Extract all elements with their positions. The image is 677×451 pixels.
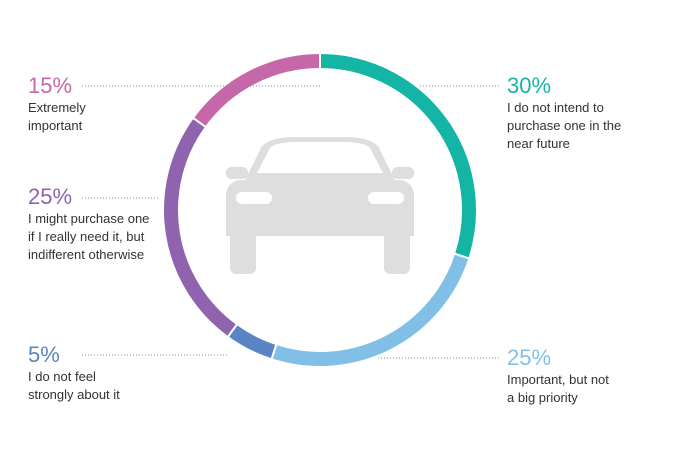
donut-slice: [191, 51, 321, 129]
slice-percent-label: 25%: [507, 345, 552, 370]
slice-percent-label: 5%: [28, 342, 60, 367]
slice-percent-label: 30%: [507, 73, 552, 98]
donut-slices: [162, 51, 478, 368]
slice-description-label: I might purchase one if I really need it…: [28, 211, 150, 262]
slice-percent-label: 15%: [28, 73, 73, 98]
slice-description-label: Extremely important: [28, 100, 86, 133]
slice-description-label: I do not intend to purchase one in the n…: [507, 100, 622, 151]
slice-description-label: I do not feel strongly about it: [28, 369, 120, 402]
slice-description-label: Important, but not a big priority: [507, 372, 609, 405]
slice-percent-label: 25%: [28, 184, 73, 209]
donut-slice: [270, 252, 471, 368]
car-icon: [226, 137, 414, 274]
donut-slice: [226, 322, 278, 361]
leader-lines: [82, 85, 500, 359]
